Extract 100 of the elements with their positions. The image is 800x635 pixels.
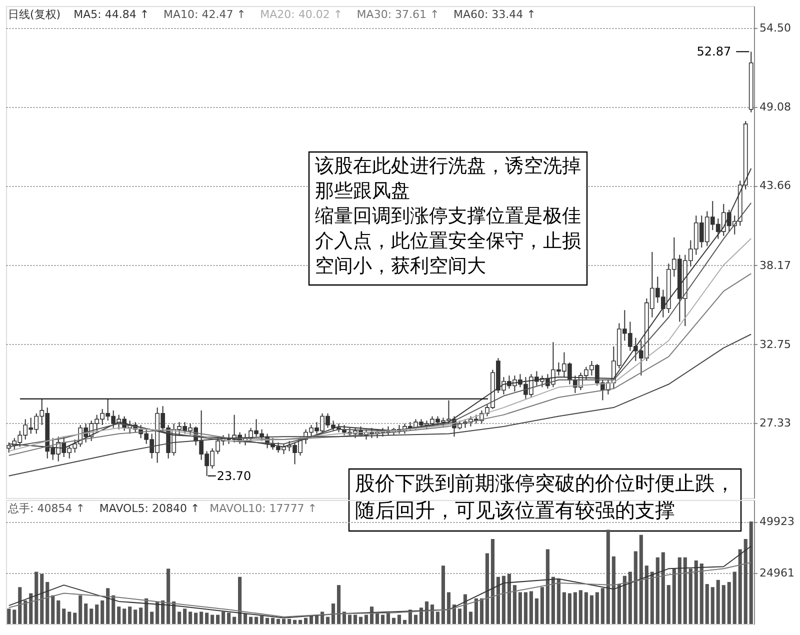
- y-tick-label: 49.08: [760, 100, 791, 114]
- bar: [183, 608, 187, 624]
- bar: [282, 618, 286, 624]
- bar: [134, 610, 138, 624]
- line-series: [8, 562, 752, 618]
- bar: [216, 614, 220, 624]
- bar: [68, 612, 72, 624]
- line-series: [8, 546, 752, 618]
- bar: [524, 592, 528, 624]
- bar: [144, 598, 148, 624]
- bar: [244, 614, 248, 624]
- bar: [634, 551, 638, 624]
- bar: [326, 616, 330, 624]
- bar: [117, 606, 121, 624]
- bar: [34, 572, 38, 624]
- bar: [480, 598, 484, 624]
- bar: [95, 604, 99, 624]
- bar: [722, 585, 726, 624]
- bar: [397, 614, 402, 624]
- annotation: 该股在此处进行洗盘，诱空洗掉那些跟风盘: [315, 155, 581, 202]
- bar: [7, 608, 11, 624]
- bar: [738, 549, 742, 624]
- bar: [188, 612, 192, 624]
- bar: [512, 585, 516, 624]
- bar: [150, 612, 154, 624]
- y-tick-label: 38.17: [760, 258, 791, 272]
- y-tick-label: 43.66: [760, 179, 791, 192]
- bar: [271, 618, 275, 624]
- bar: [507, 574, 511, 624]
- bar: [568, 593, 572, 624]
- bar: [556, 578, 560, 624]
- bar: [139, 608, 143, 624]
- bar: [84, 604, 88, 624]
- bar: [678, 557, 682, 624]
- bar: [666, 585, 670, 624]
- bar: [287, 618, 292, 624]
- bar: [744, 538, 748, 624]
- bar: [18, 587, 22, 624]
- bar: [227, 612, 231, 624]
- bar: [606, 530, 610, 624]
- bar: [700, 564, 704, 624]
- bar: [249, 616, 253, 624]
- bar: [436, 612, 440, 624]
- bar: [710, 587, 714, 624]
- bar: [331, 604, 336, 624]
- bar: [749, 522, 753, 624]
- bar: [40, 574, 44, 624]
- bar: [304, 618, 308, 624]
- bar: [100, 600, 104, 624]
- bar: [106, 588, 110, 624]
- bar: [392, 618, 396, 624]
- bar: [424, 601, 429, 624]
- bar: [380, 614, 385, 624]
- bar: [639, 534, 643, 624]
- bar: [573, 592, 577, 624]
- bar: [194, 612, 198, 624]
- bar: [205, 612, 209, 624]
- bar: [238, 576, 242, 624]
- bar: [490, 538, 494, 624]
- annotation: 日线(复权): [8, 8, 61, 21]
- bar: [441, 566, 446, 624]
- bar: [358, 616, 363, 624]
- bar: [732, 572, 736, 624]
- bar: [584, 592, 588, 624]
- annotation: 23.70: [216, 468, 252, 483]
- bar: [688, 568, 692, 624]
- bar: [716, 580, 720, 624]
- bar: [90, 608, 94, 624]
- y-tick-label: 54.50: [760, 21, 791, 34]
- annotation: MA30: 37.61 ↑: [356, 8, 440, 21]
- bar: [56, 600, 60, 624]
- bar: [672, 568, 676, 624]
- bar: [562, 592, 566, 624]
- bar: [386, 612, 390, 624]
- bar: [600, 588, 604, 624]
- bar: [298, 620, 302, 624]
- bar: [222, 612, 226, 624]
- y-tick-label: 27.33: [760, 416, 791, 430]
- bar: [468, 612, 473, 624]
- bar: [518, 592, 522, 624]
- bar: [628, 572, 632, 624]
- bar: [705, 584, 709, 624]
- bar: [546, 549, 550, 624]
- bar: [166, 568, 170, 624]
- bar: [364, 614, 368, 624]
- bar: [534, 598, 538, 624]
- annotation: MA5: 44.84 ↑: [74, 8, 150, 21]
- annotation: 52.87: [696, 44, 732, 59]
- bar: [112, 595, 116, 624]
- bar: [656, 557, 660, 624]
- bar: [485, 553, 489, 624]
- bar: [260, 616, 264, 624]
- bar: [12, 610, 16, 624]
- annotation: MA20: 40.02 ↑: [260, 8, 343, 21]
- y-tick-label: 24961: [760, 566, 794, 580]
- bar: [46, 582, 50, 624]
- y-tick-label: 49923: [760, 515, 794, 528]
- bar: [622, 576, 626, 624]
- annotation: MAVOL5: 20840 ↑: [99, 502, 200, 515]
- y-tick-label: 32.75: [760, 338, 791, 351]
